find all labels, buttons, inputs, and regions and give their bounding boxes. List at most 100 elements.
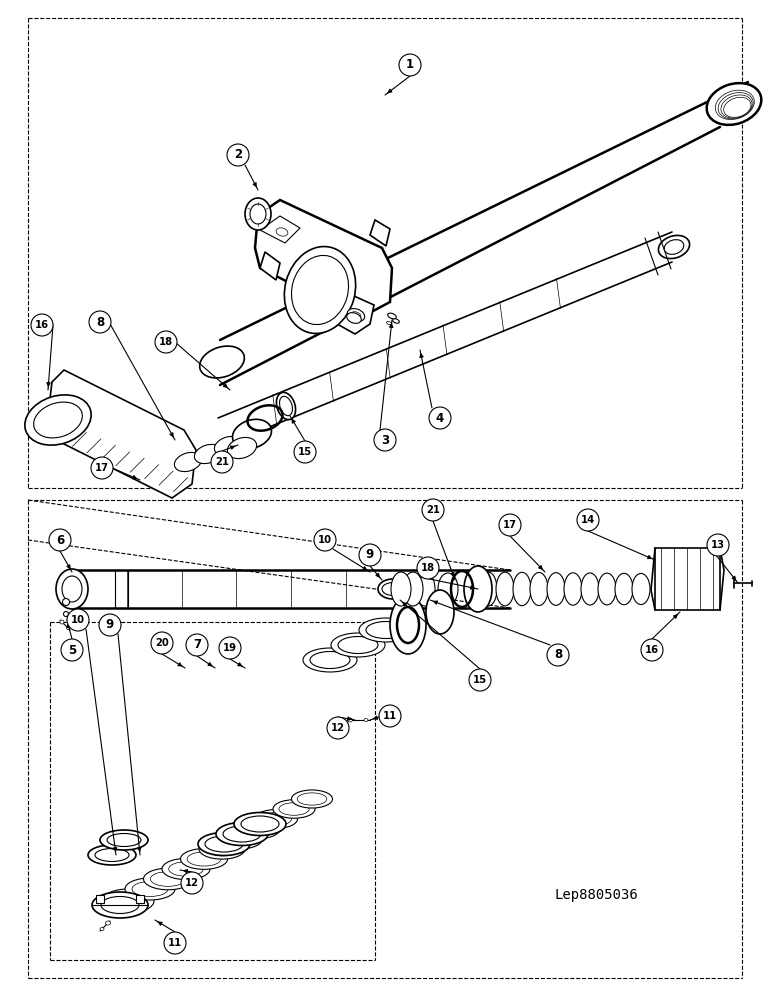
Ellipse shape	[276, 228, 288, 236]
Circle shape	[31, 314, 53, 336]
Circle shape	[89, 311, 111, 333]
Circle shape	[151, 632, 173, 654]
Ellipse shape	[250, 204, 266, 224]
Text: 9: 9	[366, 548, 374, 562]
Polygon shape	[48, 370, 196, 498]
Ellipse shape	[347, 313, 361, 323]
Circle shape	[499, 514, 521, 536]
Ellipse shape	[260, 813, 292, 825]
Circle shape	[61, 639, 83, 661]
Text: 16: 16	[645, 645, 659, 655]
Polygon shape	[651, 548, 724, 610]
Ellipse shape	[359, 618, 413, 642]
Text: 18: 18	[421, 563, 435, 573]
Text: 20: 20	[155, 638, 169, 648]
Ellipse shape	[723, 97, 751, 117]
Ellipse shape	[351, 312, 361, 318]
Ellipse shape	[228, 437, 256, 459]
Ellipse shape	[378, 579, 408, 599]
Ellipse shape	[102, 889, 154, 913]
Ellipse shape	[62, 576, 82, 602]
Ellipse shape	[279, 803, 309, 815]
Polygon shape	[330, 292, 374, 334]
Ellipse shape	[297, 793, 327, 805]
Text: 10: 10	[71, 615, 85, 625]
Ellipse shape	[218, 829, 262, 849]
Ellipse shape	[205, 836, 243, 852]
Ellipse shape	[234, 812, 286, 836]
Text: 19: 19	[223, 643, 237, 653]
Ellipse shape	[162, 858, 210, 880]
Ellipse shape	[63, 611, 69, 616]
Ellipse shape	[659, 235, 689, 259]
Ellipse shape	[496, 572, 514, 606]
Ellipse shape	[224, 832, 256, 846]
Ellipse shape	[403, 572, 423, 606]
Ellipse shape	[95, 848, 129, 861]
Ellipse shape	[125, 878, 175, 900]
Circle shape	[314, 529, 336, 551]
Ellipse shape	[276, 392, 296, 420]
Text: 12: 12	[185, 878, 199, 888]
Circle shape	[164, 932, 186, 954]
Circle shape	[67, 609, 89, 631]
Circle shape	[469, 669, 491, 691]
Text: 12: 12	[331, 723, 345, 733]
Text: Lep8805036: Lep8805036	[555, 888, 638, 902]
Ellipse shape	[388, 313, 396, 319]
Ellipse shape	[132, 882, 168, 896]
Ellipse shape	[718, 93, 753, 119]
Circle shape	[91, 457, 113, 479]
Ellipse shape	[235, 428, 262, 448]
Text: 17: 17	[503, 520, 517, 530]
Circle shape	[417, 557, 439, 579]
Ellipse shape	[393, 319, 399, 323]
Ellipse shape	[581, 573, 599, 605]
Ellipse shape	[107, 834, 141, 846]
Ellipse shape	[187, 852, 221, 866]
Circle shape	[422, 499, 444, 521]
Circle shape	[577, 509, 599, 531]
Ellipse shape	[598, 573, 616, 605]
Ellipse shape	[347, 309, 364, 321]
Circle shape	[399, 54, 421, 76]
Ellipse shape	[366, 621, 406, 639]
Ellipse shape	[706, 83, 761, 125]
Text: 15: 15	[473, 675, 487, 685]
Ellipse shape	[721, 95, 752, 118]
Circle shape	[211, 451, 233, 473]
Circle shape	[374, 429, 396, 451]
Polygon shape	[260, 216, 300, 243]
Circle shape	[99, 614, 121, 636]
Text: 2: 2	[234, 148, 242, 161]
Ellipse shape	[415, 572, 435, 606]
Ellipse shape	[530, 572, 548, 606]
Ellipse shape	[195, 444, 222, 464]
Ellipse shape	[391, 572, 411, 606]
Ellipse shape	[169, 862, 203, 876]
Circle shape	[294, 441, 316, 463]
Ellipse shape	[387, 321, 391, 325]
Text: 8: 8	[96, 316, 104, 328]
Polygon shape	[96, 895, 104, 903]
Ellipse shape	[223, 826, 261, 842]
Ellipse shape	[144, 868, 192, 890]
Ellipse shape	[564, 573, 582, 605]
Ellipse shape	[347, 718, 353, 722]
Ellipse shape	[664, 240, 684, 254]
Circle shape	[547, 644, 569, 666]
Text: 6: 6	[56, 534, 64, 546]
Ellipse shape	[438, 573, 458, 605]
Ellipse shape	[151, 872, 185, 886]
Text: 10: 10	[318, 535, 332, 545]
Ellipse shape	[245, 198, 271, 230]
Circle shape	[186, 634, 208, 656]
Ellipse shape	[292, 790, 333, 808]
Text: 8: 8	[554, 648, 562, 662]
Circle shape	[379, 705, 401, 727]
Ellipse shape	[331, 633, 385, 657]
Ellipse shape	[60, 620, 64, 624]
Polygon shape	[370, 220, 390, 246]
Ellipse shape	[364, 718, 368, 722]
Text: 15: 15	[298, 447, 312, 457]
